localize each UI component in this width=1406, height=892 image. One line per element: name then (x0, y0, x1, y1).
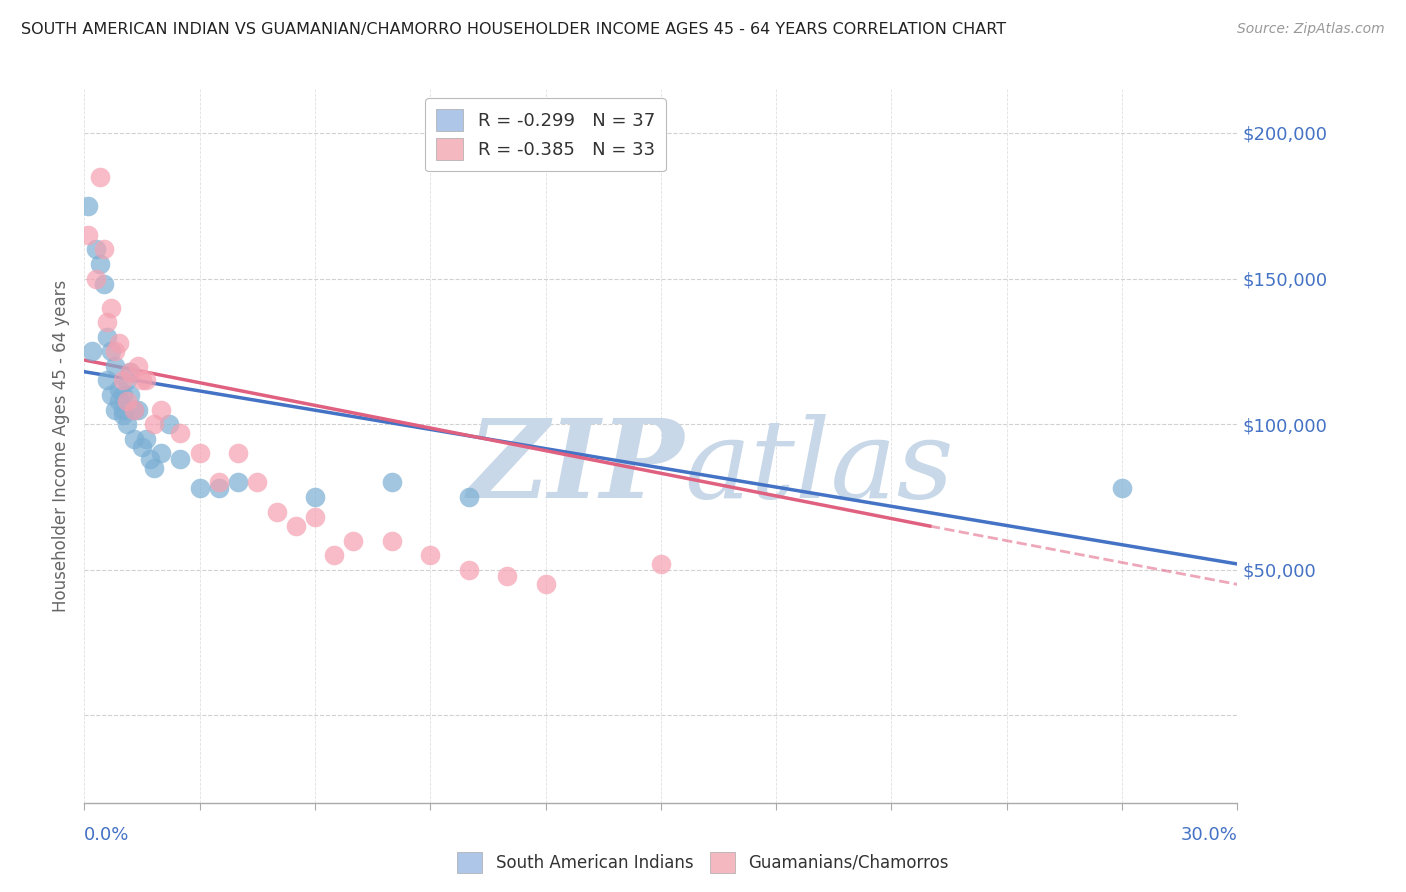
Point (111, 374, 134, 388)
Point (100, 344, 122, 359)
Point (127, 402, 149, 417)
Point (111, 388, 134, 402)
Point (108, 382, 131, 396)
Point (80, 344, 103, 359)
Point (304, 510, 326, 524)
Point (124, 432, 146, 446)
Point (226, 475, 249, 490)
Point (284, 519, 307, 533)
Point (100, 388, 122, 402)
Point (96, 315, 118, 329)
Point (120, 365, 142, 379)
Point (77, 199, 100, 213)
Point (496, 568, 519, 582)
Legend: R = -0.299   N = 37, R = -0.385   N = 33: R = -0.299 N = 37, R = -0.385 N = 33 (425, 98, 666, 171)
Text: 30.0%: 30.0% (1181, 826, 1237, 844)
Point (169, 452, 191, 467)
Point (89, 257, 111, 271)
Point (381, 533, 404, 548)
Text: Source: ZipAtlas.com: Source: ZipAtlas.com (1237, 22, 1385, 37)
Point (150, 446, 173, 460)
Point (457, 490, 479, 504)
Point (115, 374, 138, 388)
Point (124, 402, 146, 417)
Point (323, 548, 346, 562)
Point (150, 402, 173, 417)
Point (124, 402, 146, 417)
Text: SOUTH AMERICAN INDIAN VS GUAMANIAN/CHAMORRO HOUSEHOLDER INCOME AGES 45 - 64 YEAR: SOUTH AMERICAN INDIAN VS GUAMANIAN/CHAMO… (21, 22, 1007, 37)
Y-axis label: Householder Income Ages 45 - 64 years: Householder Income Ages 45 - 64 years (52, 280, 70, 612)
Point (169, 425, 191, 440)
Point (534, 577, 557, 591)
Point (266, 504, 288, 518)
Point (120, 388, 142, 402)
Point (142, 417, 165, 432)
Point (342, 533, 364, 548)
Point (135, 374, 157, 388)
Text: atlas: atlas (683, 414, 953, 521)
Point (84, 243, 107, 257)
Point (650, 557, 672, 571)
Point (84, 271, 107, 285)
Point (104, 344, 127, 359)
Point (138, 452, 160, 467)
Point (100, 301, 122, 315)
Point (304, 490, 326, 504)
Text: ZIP: ZIP (467, 414, 683, 521)
Point (108, 393, 131, 408)
Point (131, 374, 153, 388)
Point (157, 417, 180, 432)
Point (96, 374, 118, 388)
Point (115, 417, 138, 432)
Point (127, 359, 149, 373)
Point (208, 481, 231, 495)
Point (381, 475, 404, 490)
Point (208, 475, 231, 490)
Point (77, 227, 100, 242)
Point (93, 243, 115, 257)
Point (246, 475, 269, 490)
Point (111, 402, 134, 417)
Point (419, 548, 441, 562)
Point (89, 169, 111, 184)
Point (111, 409, 134, 423)
Point (142, 460, 165, 475)
Point (115, 393, 138, 408)
Point (120, 365, 142, 379)
Text: 0.0%: 0.0% (84, 826, 129, 844)
Point (188, 481, 211, 495)
Point (108, 335, 131, 350)
Point (104, 359, 127, 373)
Point (135, 432, 157, 446)
Point (188, 446, 211, 460)
Point (93, 277, 115, 292)
Point (131, 441, 153, 455)
Point (457, 563, 479, 577)
Point (226, 446, 249, 460)
Point (1111, 481, 1133, 495)
Legend: South American Indians, Guamanians/Chamorros: South American Indians, Guamanians/Chamo… (450, 846, 956, 880)
Point (104, 402, 127, 417)
Point (96, 330, 118, 344)
